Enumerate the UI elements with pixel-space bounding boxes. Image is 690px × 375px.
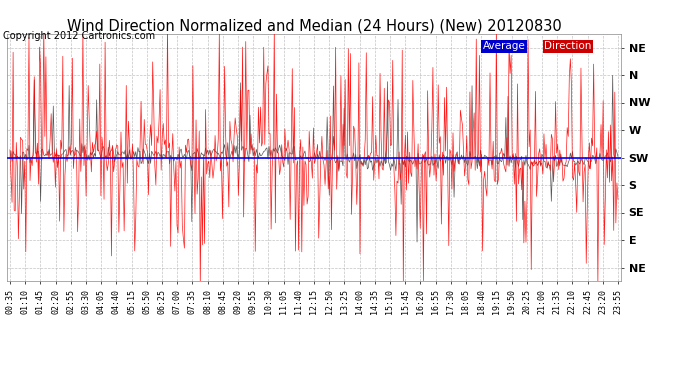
Title: Wind Direction Normalized and Median (24 Hours) (New) 20120830: Wind Direction Normalized and Median (24… xyxy=(66,19,562,34)
Text: Average: Average xyxy=(483,41,526,51)
Text: Copyright 2012 Cartronics.com: Copyright 2012 Cartronics.com xyxy=(3,32,155,41)
Text: Direction: Direction xyxy=(544,41,591,51)
